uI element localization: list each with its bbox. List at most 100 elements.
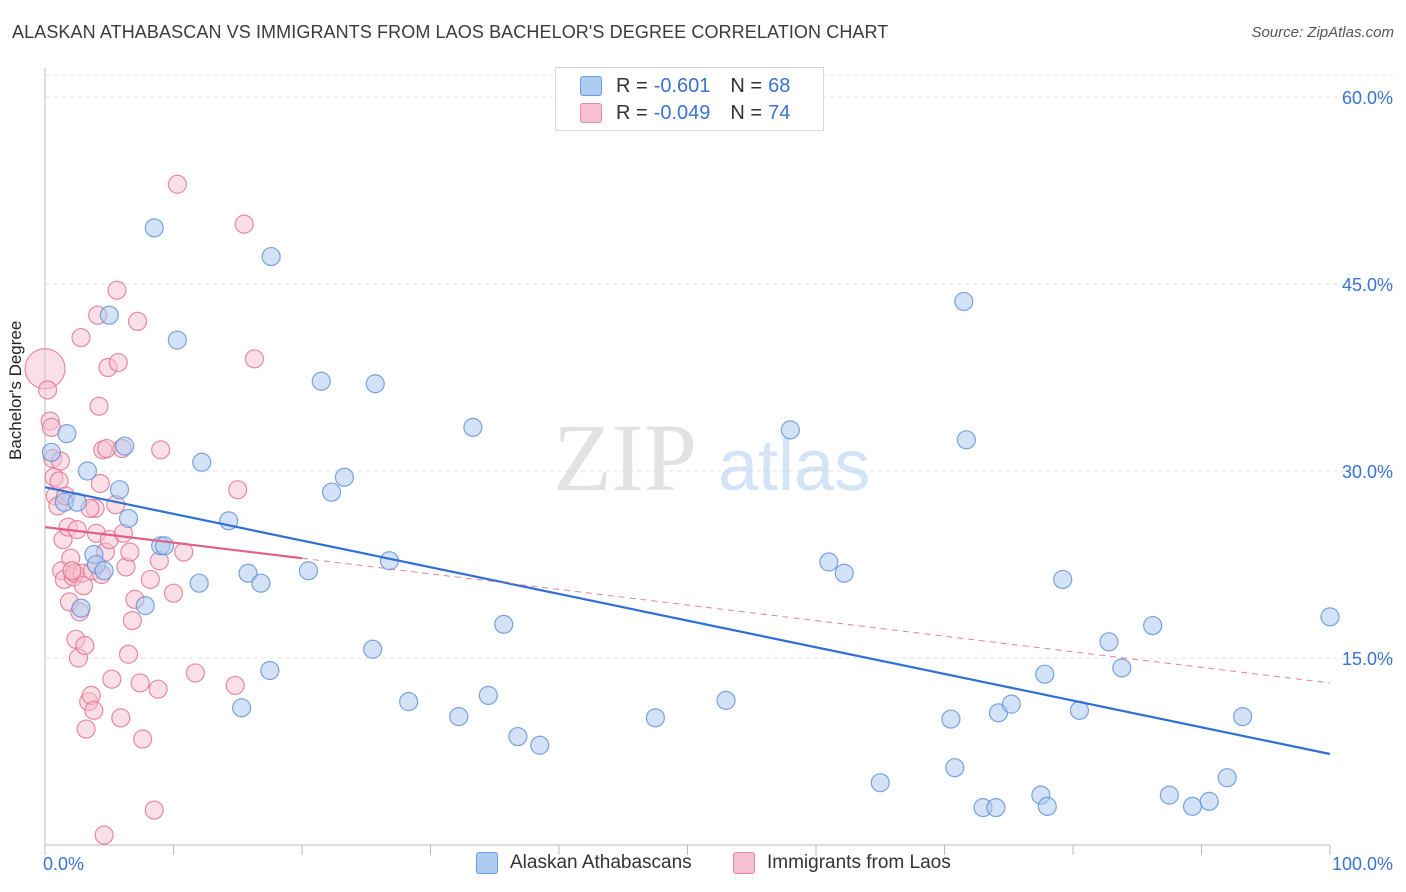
point-athabascans <box>41 442 62 462</box>
point-athabascans <box>118 508 139 528</box>
point-athabascans <box>238 563 258 583</box>
point-athabascans <box>1159 785 1179 805</box>
point-athabascans <box>1217 768 1237 788</box>
point-athabascans <box>834 563 854 583</box>
point-athabascans <box>986 797 1006 818</box>
point-laos <box>111 708 131 728</box>
point-athabascans <box>449 706 469 727</box>
point-athabascans <box>135 596 155 616</box>
legend-row-athabascans: R = -0.601 N = 68 <box>580 73 810 99</box>
point-athabascans <box>1143 615 1163 636</box>
point-athabascans <box>77 461 98 481</box>
point-laos <box>130 673 150 693</box>
point-athabascans <box>167 330 187 350</box>
point-athabascans <box>109 480 130 500</box>
point-laos <box>62 561 82 581</box>
point-laos <box>144 800 164 820</box>
point-athabascans <box>251 573 271 593</box>
point-athabascans <box>1099 632 1119 652</box>
x-tick-label: 100.0% <box>1332 854 1393 874</box>
point-athabascans <box>1233 706 1253 727</box>
point-athabascans <box>945 758 965 778</box>
y-axis-label: Bachelor's Degree <box>6 320 25 460</box>
point-athabascans <box>1199 791 1219 811</box>
point-laos <box>234 214 254 234</box>
point-laos <box>94 825 114 845</box>
point-athabascans <box>530 735 550 755</box>
point-athabascans <box>1037 796 1057 816</box>
point-athabascans <box>1182 796 1203 816</box>
point-laos <box>244 349 265 369</box>
y-tick-label: 60.0% <box>1342 88 1393 108</box>
y-tick-label: 45.0% <box>1342 275 1393 295</box>
point-athabascans <box>1001 694 1021 714</box>
point-laos <box>75 635 95 656</box>
point-athabascans <box>144 218 164 238</box>
point-athabascans <box>716 690 736 710</box>
point-athabascans <box>819 552 839 572</box>
trend-line-laos <box>44 526 303 560</box>
point-athabascans <box>478 685 498 706</box>
watermark-zip: ZIP <box>553 404 697 511</box>
point-laos <box>148 679 168 699</box>
point-athabascans <box>954 291 974 312</box>
point-athabascans <box>780 420 800 440</box>
point-athabascans <box>154 536 175 556</box>
legend-swatch-laos <box>580 103 602 123</box>
legend-item-athabascans: Alaskan Athabascans <box>476 852 692 874</box>
point-athabascans <box>1035 664 1055 684</box>
point-laos <box>90 473 110 494</box>
point-athabascans <box>941 709 961 729</box>
legend-label-athabascans: Alaskan Athabascans <box>510 852 692 873</box>
point-athabascans <box>311 371 331 391</box>
legend-label-laos: Immigrants from Laos <box>767 852 951 873</box>
n-value: 74 <box>768 101 791 124</box>
point-athabascans <box>261 246 281 267</box>
r-value: -0.601 <box>653 74 711 97</box>
point-laos <box>133 729 153 749</box>
n-label: N = <box>730 101 763 124</box>
point-athabascans <box>334 467 355 487</box>
y-tick-label: 30.0% <box>1342 462 1393 482</box>
point-laos <box>122 610 142 631</box>
point-athabascans <box>71 598 91 618</box>
point-athabascans <box>260 660 280 681</box>
y-tick-label: 15.0% <box>1342 649 1393 669</box>
trend-lines <box>44 486 1331 756</box>
point-laos <box>118 644 139 664</box>
point-athabascans <box>192 452 212 472</box>
point-laos <box>73 576 94 596</box>
point-athabascans <box>115 436 135 456</box>
x-tick-label: 0.0% <box>43 854 84 874</box>
point-laos <box>102 669 122 689</box>
point-athabascans <box>189 573 209 593</box>
n-value: 68 <box>768 74 791 97</box>
point-athabascans <box>321 482 342 502</box>
r-value: -0.049 <box>653 101 711 124</box>
legend-swatch-laos <box>733 852 755 874</box>
n-label: N = <box>730 74 763 97</box>
legend-swatch-athabascans <box>580 76 602 96</box>
point-laos <box>84 700 104 720</box>
point-athabascans <box>298 561 319 581</box>
point-laos <box>225 675 245 696</box>
point-athabascans <box>1053 569 1073 590</box>
point-laos <box>120 542 140 562</box>
point-athabascans <box>494 614 514 634</box>
point-athabascans <box>645 708 665 728</box>
point-laos <box>71 328 91 348</box>
point-athabascans <box>363 639 383 659</box>
point-laos <box>89 396 109 416</box>
point-laos <box>151 440 171 460</box>
point-laos <box>127 311 148 331</box>
data-points <box>24 174 1340 845</box>
watermark: ZIP atlas <box>553 404 870 511</box>
point-athabascans <box>365 374 385 394</box>
chart-title: ALASKAN ATHABASCAN VS IMMIGRANTS FROM LA… <box>12 22 889 42</box>
point-laos <box>108 352 128 373</box>
point-athabascans <box>1320 607 1340 627</box>
point-laos <box>228 480 248 500</box>
point-athabascans <box>956 430 976 450</box>
point-athabascans <box>1112 658 1132 678</box>
